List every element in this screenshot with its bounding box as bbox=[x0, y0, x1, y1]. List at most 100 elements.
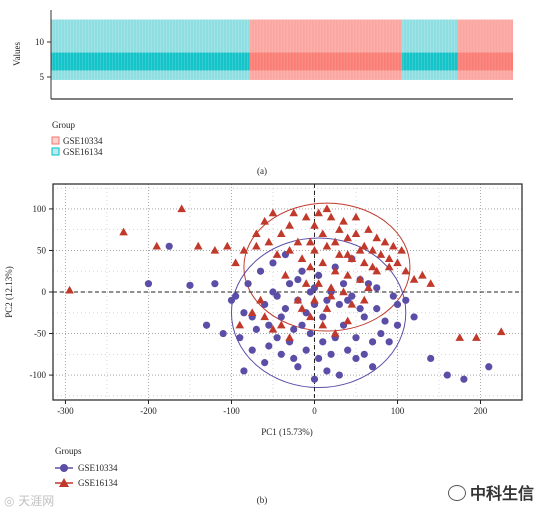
point-GSE16134 bbox=[297, 254, 307, 262]
point-GSE10334 bbox=[335, 371, 343, 379]
point-GSE10334 bbox=[281, 305, 290, 313]
segment-inner-2 bbox=[402, 52, 458, 71]
point-GSE10334 bbox=[319, 313, 327, 321]
panel-b-legend-GSE10334: GSE10334 bbox=[78, 463, 118, 473]
point-GSE10334 bbox=[377, 329, 385, 338]
point-GSE16134 bbox=[364, 283, 373, 292]
point-GSE16134 bbox=[364, 225, 373, 233]
point-GSE10334 bbox=[310, 375, 319, 383]
point-GSE16134 bbox=[326, 283, 336, 292]
point-GSE16134 bbox=[389, 241, 398, 250]
point-GSE10334 bbox=[385, 338, 393, 346]
point-GSE10334 bbox=[368, 338, 377, 346]
point-GSE10334 bbox=[294, 275, 302, 284]
point-GSE10334 bbox=[335, 300, 343, 309]
point-GSE16134 bbox=[268, 208, 278, 217]
point-GSE16134 bbox=[210, 245, 220, 254]
point-GSE16134 bbox=[343, 233, 352, 242]
point-GSE10334 bbox=[290, 354, 298, 363]
point-GSE10334 bbox=[427, 354, 435, 363]
point-GSE10334 bbox=[269, 288, 277, 296]
point-GSE16134 bbox=[318, 258, 328, 267]
point-GSE16134 bbox=[260, 312, 269, 321]
legend-marker-GSE16134 bbox=[59, 478, 69, 487]
point-GSE16134 bbox=[401, 266, 411, 275]
point-GSE10334 bbox=[186, 281, 194, 289]
point-GSE16134 bbox=[426, 279, 435, 287]
xtick-label: 0 bbox=[312, 406, 317, 416]
point-GSE16134 bbox=[335, 250, 344, 258]
xtick-label: -200 bbox=[140, 406, 157, 416]
point-GSE16134 bbox=[281, 270, 290, 279]
point-GSE16134 bbox=[310, 295, 319, 304]
point-GSE16134 bbox=[310, 221, 319, 229]
point-GSE16134 bbox=[314, 208, 323, 217]
panel-a-caption: (a) bbox=[257, 166, 267, 176]
wechat-icon bbox=[448, 484, 466, 501]
point-GSE10334 bbox=[298, 267, 306, 275]
point-GSE10334 bbox=[339, 280, 348, 288]
legend-marker-GSE10334 bbox=[60, 464, 68, 472]
point-GSE16134 bbox=[330, 237, 340, 246]
point-GSE16134 bbox=[310, 245, 319, 254]
segment-inner-3 bbox=[457, 52, 513, 71]
point-GSE16134 bbox=[301, 212, 311, 221]
point-GSE16134 bbox=[252, 241, 261, 250]
point-GSE10334 bbox=[315, 354, 323, 363]
ytick-label: -50 bbox=[34, 329, 46, 339]
point-GSE16134 bbox=[289, 208, 299, 217]
point-GSE10334 bbox=[240, 367, 248, 375]
ytick-label: 50 bbox=[37, 245, 47, 255]
ticks: -300 -200 -100 0 100 200 -100 -50 0 50 100 bbox=[30, 204, 488, 416]
reference-lines bbox=[53, 184, 522, 400]
point-GSE16134 bbox=[368, 245, 377, 254]
point-GSE10334 bbox=[294, 363, 302, 371]
panel-a-y-ticks: 10 5 bbox=[35, 37, 51, 82]
point-GSE16134 bbox=[293, 295, 303, 304]
point-GSE10334 bbox=[202, 321, 211, 329]
point-GSE10334 bbox=[356, 305, 364, 313]
point-GSE16134 bbox=[355, 245, 365, 254]
point-GSE10334 bbox=[261, 359, 269, 367]
point-GSE10334 bbox=[360, 350, 368, 358]
point-GSE16134 bbox=[359, 241, 369, 250]
segment-inner-0 bbox=[51, 52, 250, 71]
point-GSE16134 bbox=[256, 295, 265, 304]
point-GSE10334 bbox=[144, 280, 153, 288]
point-GSE16134 bbox=[152, 241, 162, 250]
point-GSE16134 bbox=[409, 275, 419, 283]
segment-outer-3 bbox=[457, 19, 513, 80]
point-GSE16134 bbox=[335, 225, 344, 233]
point-GSE16134 bbox=[285, 245, 294, 254]
xtick-label: 100 bbox=[391, 406, 405, 416]
point-GSE10334 bbox=[211, 280, 219, 288]
point-GSE16134 bbox=[330, 329, 340, 337]
point-GSE10334 bbox=[327, 350, 335, 358]
segment-outer-2 bbox=[402, 19, 458, 80]
point-GSE16134 bbox=[285, 221, 294, 229]
point-GSE16134 bbox=[372, 266, 382, 275]
xtick-label: 200 bbox=[474, 406, 488, 416]
xtick-label: -300 bbox=[57, 406, 74, 416]
panel-a-legend: Group GSE10334 GSE16134 bbox=[51, 120, 103, 157]
points bbox=[65, 204, 506, 383]
point-GSE10334 bbox=[277, 313, 285, 321]
point-GSE16134 bbox=[268, 324, 278, 333]
panel-a-legend-GSE16134: GSE16134 bbox=[63, 147, 103, 157]
xtick-label: -100 bbox=[223, 406, 240, 416]
point-GSE16134 bbox=[376, 250, 386, 258]
panel-b: -300 -200 -100 0 100 200 -100 -50 0 50 100 PC1 (15… bbox=[4, 183, 523, 505]
segment-outer-0 bbox=[51, 19, 250, 80]
panel-a: 10 5 Values Group GSE10334 GSE16134 (a) bbox=[12, 10, 513, 176]
point-GSE10334 bbox=[352, 354, 360, 363]
point-GSE10334 bbox=[393, 300, 402, 309]
point-GSE10334 bbox=[269, 259, 277, 267]
point-GSE10334 bbox=[348, 292, 356, 300]
point-GSE10334 bbox=[373, 305, 381, 313]
point-GSE10334 bbox=[315, 271, 323, 279]
point-GSE16134 bbox=[355, 275, 365, 283]
point-GSE10334 bbox=[402, 296, 410, 304]
point-GSE16134 bbox=[306, 312, 315, 321]
panel-a-legend-GSE10334: GSE10334 bbox=[63, 136, 103, 146]
